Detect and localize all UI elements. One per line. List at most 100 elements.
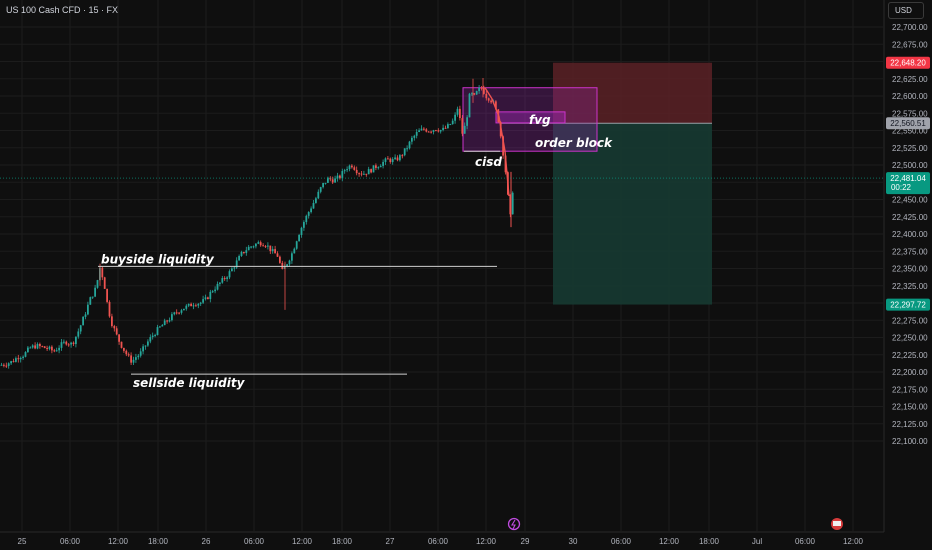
candle-body [204,297,207,300]
price-tick-label: 22,700.00 [892,23,928,32]
candle-body [168,320,171,322]
candle-body [5,365,8,367]
candle-body [267,245,269,247]
take-profit-badge: 22,297.72 [890,301,926,310]
candle-body [334,178,336,183]
order-block-label: order block [535,136,613,150]
candle-body [27,347,29,353]
currency-button[interactable]: USD [888,2,924,19]
candle-body [365,173,368,175]
candle-body [358,173,360,175]
current-price-badge: 22,481.04 [890,174,926,183]
candle-body [305,215,308,223]
candle-body [423,128,425,130]
candle-body [149,337,152,342]
time-tick-label: 18:00 [699,537,720,546]
candle-body [156,327,159,336]
candle-body [46,348,48,350]
candle-body [39,344,41,347]
candle-body [125,350,128,355]
candle-body [211,291,214,293]
candle-body [101,267,104,278]
candle-body [192,305,195,307]
lightning-icon [507,517,521,531]
candle-body [259,242,262,246]
candle-body [17,358,20,360]
candle-body [418,130,420,132]
time-tick-label: 06:00 [244,537,265,546]
candle-body [219,282,221,284]
price-tick-label: 22,225.00 [892,351,928,360]
candle-body [91,296,94,298]
sellside-liquidity-label: sellside liquidity [133,376,246,390]
candle-body [22,356,24,358]
time-tick-label: 26 [202,537,211,546]
flag-stripes-icon [833,521,841,526]
candle-body [111,316,113,327]
candle-body [144,345,147,347]
candle-body [10,361,12,364]
candle-body [315,198,317,203]
candle-body [372,165,375,173]
candle-body [324,182,327,184]
candle-body [367,169,370,175]
candle-body [63,341,65,343]
candle-body [382,161,384,166]
candle-body [456,108,459,115]
candle-body [161,325,164,327]
entry-badge-background [886,117,930,130]
candle-body [437,130,440,132]
price-tick-label: 22,175.00 [892,385,928,394]
candle-body [29,347,32,349]
candle-body [459,108,461,119]
candle-body [48,346,51,349]
candle-body [199,302,202,304]
candle-body [389,158,392,163]
candle-body [401,155,404,157]
price-tick-label: 22,575.00 [892,109,928,118]
candle-body [159,326,161,328]
candle-body [207,297,209,299]
cisd-label: cisd [475,155,502,169]
candle-body [420,128,423,131]
candle-body [509,194,512,215]
candle-body [427,131,430,133]
candle-body [123,347,125,351]
time-tick-label: 06:00 [611,537,632,546]
candle-body [240,251,243,256]
candle-body [202,299,204,303]
candle-body [511,192,514,215]
price-tick-label: 22,275.00 [892,316,928,325]
entry-badge: 22,560.51 [890,119,926,128]
candle-body [60,342,63,348]
candle-body [413,135,416,138]
candle-body [139,351,142,356]
candle-body [223,278,226,280]
candle-body [79,325,82,332]
candle-body [291,253,293,261]
candle-body [106,288,108,302]
candle-body [89,297,92,305]
candle-body [360,173,363,175]
candle-body [281,262,284,269]
candle-body [67,344,70,346]
countdown-label: 00:22 [891,183,912,192]
candle-body [94,287,96,297]
price-tick-label: 22,375.00 [892,247,928,256]
candle-body [115,328,118,335]
candle-body [274,249,276,254]
stop-loss-badge: 22,648.20 [890,59,926,68]
candle-body [269,245,272,252]
candle-body [135,357,137,360]
candle-body [175,312,178,314]
price-tick-label: 22,150.00 [892,403,928,412]
candle-body [454,114,456,121]
time-axis[interactable]: 25 06:00 12:00 18:00 26 06:00 12:00 18:00 27 06:0… [18,537,864,546]
price-tick-label: 22,525.00 [892,144,928,153]
candle-body [77,331,80,337]
candle-body [276,253,279,257]
candle-body [235,260,238,268]
